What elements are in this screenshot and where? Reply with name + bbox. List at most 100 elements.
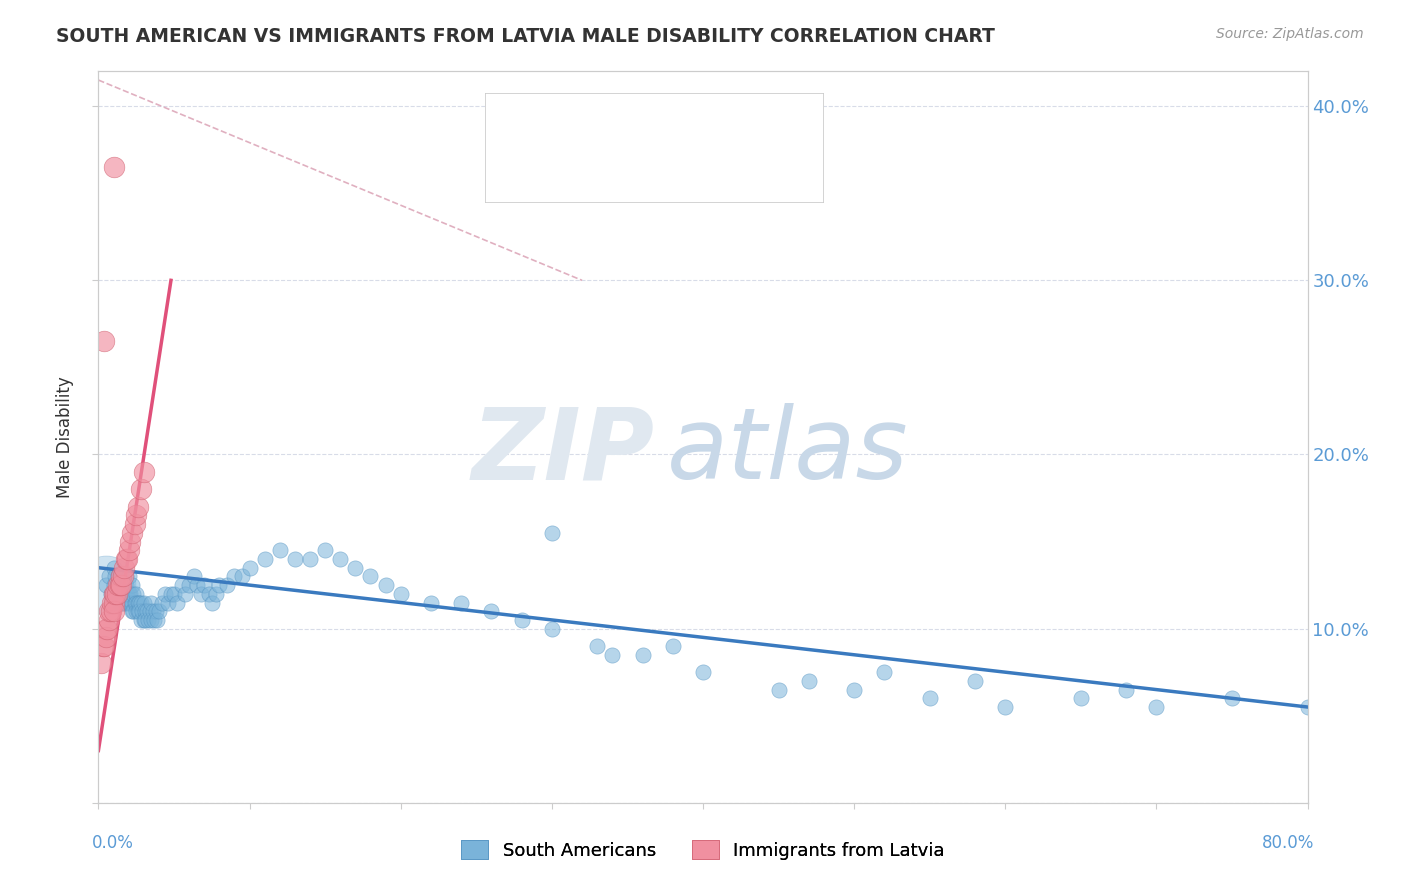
Point — [208, 578, 231, 592]
Point — [104, 587, 127, 601]
Point — [163, 587, 186, 601]
Point — [136, 613, 159, 627]
Point — [93, 639, 115, 653]
Point — [253, 552, 276, 566]
Point — [103, 604, 125, 618]
Point — [122, 604, 145, 618]
Text: atlas: atlas — [666, 403, 908, 500]
Point — [166, 595, 188, 609]
Point — [125, 508, 148, 523]
Point — [110, 569, 132, 583]
Point — [105, 578, 128, 592]
Point — [115, 552, 138, 566]
Point — [170, 578, 193, 592]
Point — [108, 578, 131, 592]
Point — [797, 673, 820, 688]
Point — [420, 595, 443, 609]
Point — [111, 569, 134, 583]
Point — [150, 595, 173, 609]
Point — [101, 595, 124, 609]
Point — [389, 587, 412, 601]
Point — [125, 587, 148, 601]
Point — [108, 595, 131, 609]
Point — [112, 595, 135, 609]
Point — [118, 587, 141, 601]
Point — [160, 587, 183, 601]
Point — [108, 578, 131, 592]
Point — [105, 587, 128, 601]
Point — [98, 604, 121, 618]
Point — [768, 682, 790, 697]
Point — [124, 595, 146, 609]
Point — [107, 587, 129, 601]
Point — [93, 334, 115, 349]
Point — [374, 578, 396, 592]
Point — [131, 604, 153, 618]
Point — [918, 691, 941, 706]
Point — [692, 665, 714, 680]
Point — [94, 578, 117, 592]
Point — [994, 700, 1017, 714]
Point — [481, 604, 503, 618]
Text: 0.0%: 0.0% — [91, 834, 134, 852]
Point — [107, 569, 129, 583]
Point — [121, 525, 143, 540]
Point — [602, 648, 624, 662]
Point — [197, 587, 219, 601]
Point — [103, 595, 125, 609]
Point — [127, 500, 149, 514]
Point — [110, 578, 132, 592]
Point — [146, 613, 169, 627]
Point — [299, 552, 322, 566]
Point — [125, 604, 148, 618]
Point — [314, 543, 336, 558]
Point — [110, 578, 132, 592]
Point — [129, 595, 152, 609]
Point — [156, 595, 179, 609]
Point — [94, 631, 117, 645]
Point — [120, 587, 142, 601]
Point — [132, 595, 155, 609]
Point — [631, 648, 654, 662]
Point — [124, 517, 146, 532]
Point — [111, 587, 134, 601]
Point — [127, 604, 149, 618]
Point — [139, 604, 162, 618]
Point — [141, 595, 163, 609]
Point — [121, 604, 143, 618]
Point — [1296, 700, 1319, 714]
Point — [540, 622, 562, 636]
Point — [135, 604, 157, 618]
Point — [111, 569, 134, 583]
Point — [111, 595, 134, 609]
Point — [98, 569, 121, 583]
Point — [122, 587, 145, 601]
Point — [179, 578, 201, 592]
Point — [118, 543, 141, 558]
Point — [224, 569, 246, 583]
Point — [98, 613, 121, 627]
Point — [134, 604, 156, 618]
Point — [114, 578, 136, 592]
Point — [91, 639, 114, 653]
Point — [125, 595, 148, 609]
Point — [360, 569, 382, 583]
Point — [105, 587, 128, 601]
Point — [873, 665, 896, 680]
Point — [120, 534, 142, 549]
Y-axis label: Male Disability: Male Disability — [56, 376, 75, 498]
Point — [90, 657, 112, 671]
Text: Source: ZipAtlas.com: Source: ZipAtlas.com — [1216, 27, 1364, 41]
Point — [132, 465, 155, 479]
Point — [121, 578, 143, 592]
Point — [1115, 682, 1137, 697]
Point — [110, 595, 132, 609]
Point — [661, 639, 683, 653]
Point — [284, 552, 307, 566]
Point — [269, 543, 291, 558]
Point — [114, 595, 136, 609]
Legend: South Americans, Immigrants from Latvia: South Americans, Immigrants from Latvia — [454, 833, 952, 867]
Point — [114, 552, 136, 566]
Point — [103, 578, 125, 592]
Text: ZIP: ZIP — [471, 403, 655, 500]
